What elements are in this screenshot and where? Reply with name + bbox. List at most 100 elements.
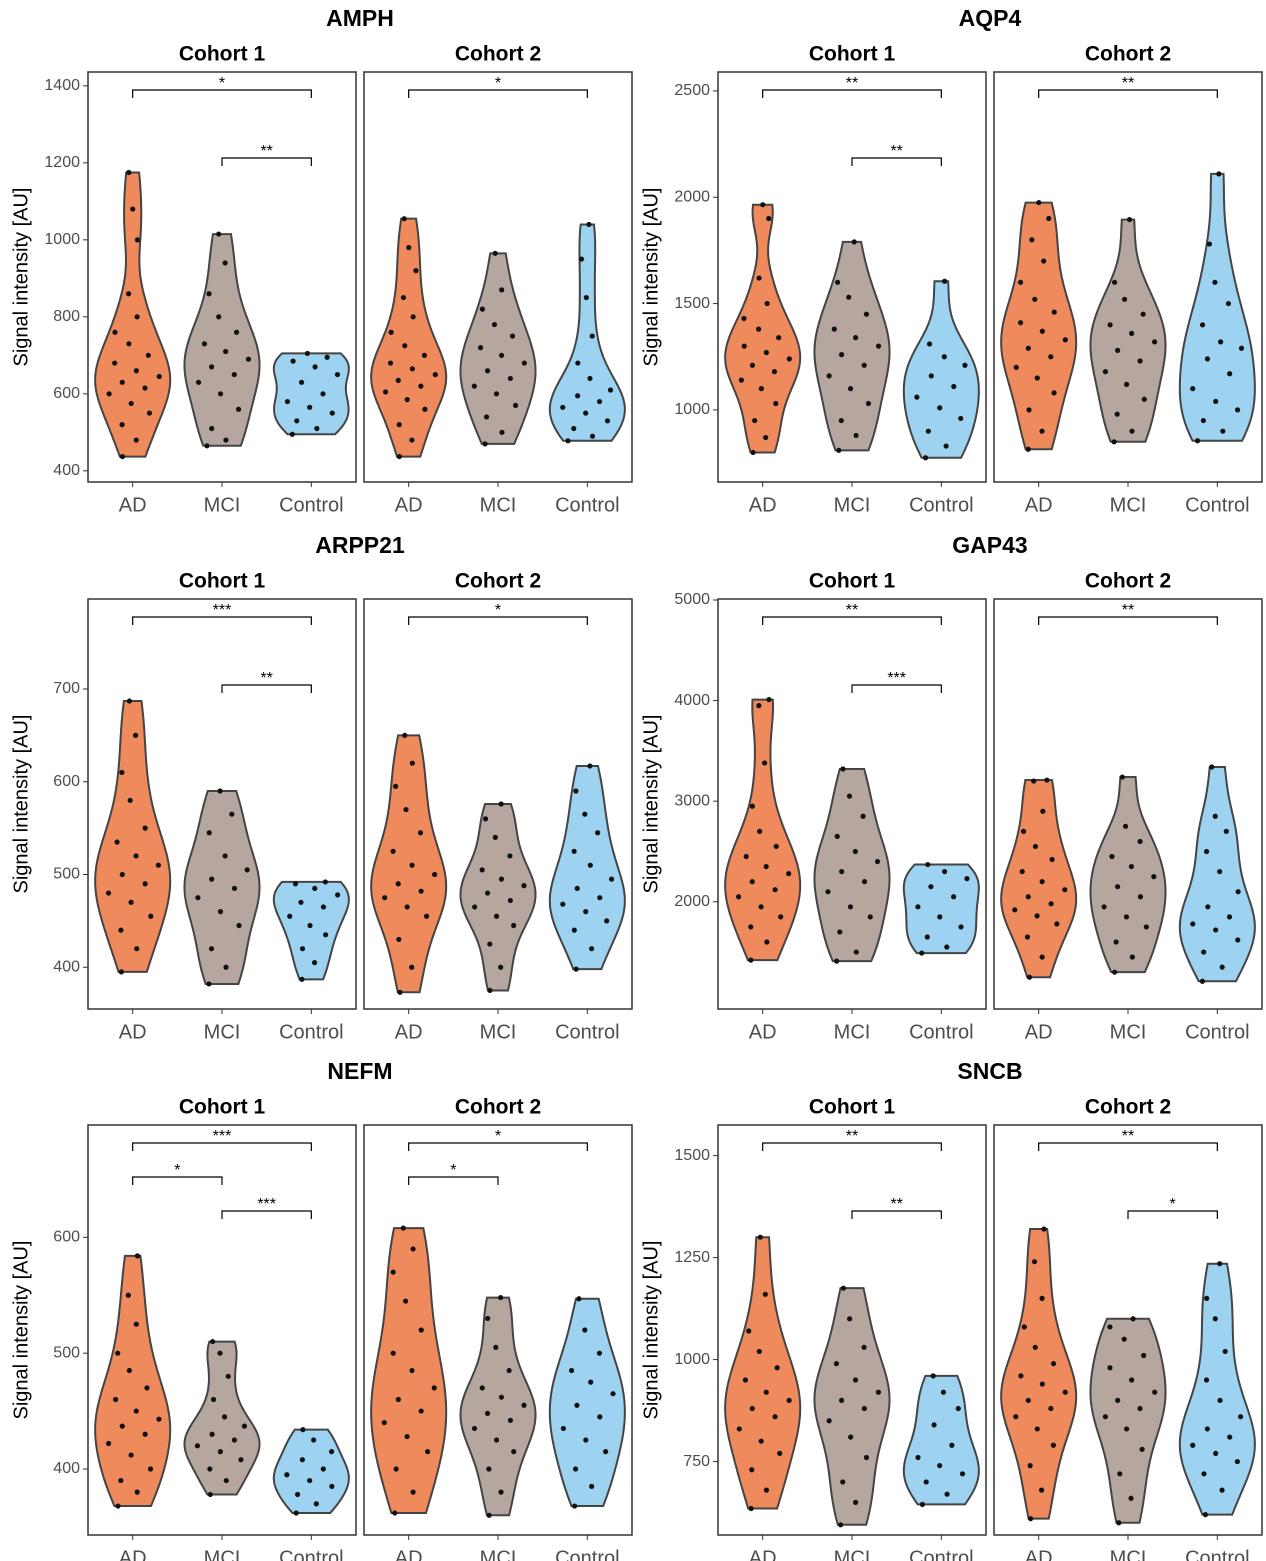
data-point <box>1117 1471 1123 1477</box>
data-point <box>388 329 394 335</box>
data-point <box>773 400 779 407</box>
data-point <box>589 333 595 339</box>
data-point <box>861 1405 867 1412</box>
data-point <box>763 434 769 441</box>
x-tick-label: MCI <box>480 1547 517 1561</box>
data-point <box>1203 848 1210 855</box>
data-point <box>1051 390 1057 396</box>
violin <box>1000 779 1078 979</box>
data-point <box>736 894 742 900</box>
x-tick-label: Control <box>1185 494 1249 516</box>
data-point <box>493 1437 500 1443</box>
data-point <box>1062 887 1068 893</box>
panel-border <box>363 598 633 1010</box>
data-point <box>748 957 754 963</box>
data-point <box>741 343 747 349</box>
data-point <box>421 352 428 358</box>
data-point <box>112 329 118 335</box>
data-point <box>1034 913 1040 919</box>
data-point <box>560 404 566 410</box>
data-point <box>208 364 215 370</box>
data-point <box>1013 364 1019 370</box>
data-point <box>400 1225 406 1231</box>
data-point <box>749 1405 755 1412</box>
data-point <box>575 393 581 399</box>
data-point <box>596 1350 603 1356</box>
data-point <box>144 1385 150 1391</box>
data-point <box>852 1377 859 1383</box>
significance-bracket <box>408 1142 588 1151</box>
data-point <box>764 939 770 945</box>
data-point <box>284 1472 290 1478</box>
y-tick-label: 2000 <box>674 893 710 910</box>
data-point <box>298 379 305 385</box>
data-point <box>1034 375 1040 381</box>
data-point <box>763 349 769 356</box>
data-point <box>225 1373 231 1379</box>
data-point <box>1024 934 1031 940</box>
data-point <box>757 828 763 834</box>
data-point <box>1121 1336 1127 1342</box>
data-point <box>307 922 313 929</box>
y-tick-label: 400 <box>53 462 80 479</box>
data-point <box>853 949 859 955</box>
x-tick-label: Control <box>555 494 619 516</box>
data-point <box>1054 921 1060 927</box>
data-point <box>472 904 478 910</box>
violin <box>1089 1317 1167 1524</box>
data-point <box>409 862 415 868</box>
data-point <box>128 400 134 407</box>
data-point <box>209 876 215 882</box>
panel-title: Cohort 2 <box>1085 43 1171 66</box>
significance-label: * <box>1170 1196 1176 1213</box>
significance-bracket <box>851 684 942 693</box>
x-tick-label: MCI <box>834 1021 871 1043</box>
x-tick-label: Control <box>279 1547 343 1561</box>
data-point <box>758 1438 764 1444</box>
data-point <box>409 964 415 970</box>
data-point <box>207 1491 213 1498</box>
y-tick-label: 1250 <box>674 1249 710 1266</box>
data-point <box>860 813 866 819</box>
violin <box>272 352 350 436</box>
x-tick-label: AD <box>749 1547 777 1561</box>
data-point <box>499 429 505 435</box>
violin <box>1000 1228 1078 1520</box>
data-point <box>134 314 140 320</box>
data-point <box>1029 237 1035 243</box>
data-point <box>206 291 212 297</box>
data-point <box>201 341 208 347</box>
data-point <box>915 904 921 910</box>
data-point <box>607 387 614 393</box>
data-point <box>756 275 762 281</box>
data-point <box>485 1315 491 1322</box>
data-point <box>861 1344 867 1350</box>
data-point <box>736 1426 742 1432</box>
data-point <box>334 371 341 378</box>
data-point <box>293 1510 299 1516</box>
data-point <box>1032 1344 1038 1350</box>
data-point <box>865 400 872 407</box>
data-point <box>410 314 416 320</box>
data-point <box>390 848 396 854</box>
data-point <box>284 398 291 405</box>
significance-label: *** <box>213 1128 232 1145</box>
data-point <box>1216 171 1222 177</box>
data-point <box>595 830 601 836</box>
data-point <box>499 287 505 293</box>
data-point <box>106 391 112 397</box>
data-point <box>941 278 948 284</box>
data-point <box>786 356 792 362</box>
data-point <box>922 455 929 461</box>
data-point <box>487 941 493 947</box>
data-point <box>217 1350 223 1356</box>
data-point <box>1123 914 1130 920</box>
data-point <box>1128 863 1135 870</box>
significance-label: ** <box>1122 1128 1134 1145</box>
data-point <box>1101 904 1107 910</box>
data-point <box>778 914 784 920</box>
data-point <box>235 406 242 412</box>
data-point <box>423 913 430 919</box>
data-point <box>1031 1259 1038 1265</box>
data-point <box>752 417 758 424</box>
